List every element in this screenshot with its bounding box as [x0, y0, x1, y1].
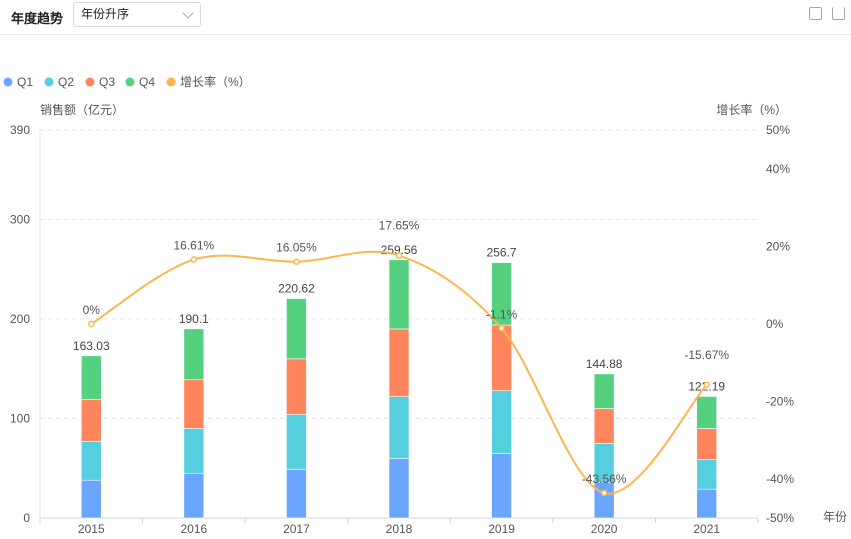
x-tick-label: 2016: [181, 522, 208, 536]
legend-label: Q4: [139, 75, 155, 89]
y2-tick-label: -20%: [766, 395, 794, 409]
bar-q3: [696, 428, 718, 460]
y2-tick-label: 0%: [766, 317, 784, 331]
growth-label: 0%: [83, 303, 101, 317]
x-tick-label: 2018: [386, 522, 413, 536]
bar-q1: [388, 458, 410, 519]
y2-tick-label: 40%: [766, 162, 790, 176]
total-label: 190.1: [179, 312, 209, 326]
legend-label: Q2: [58, 75, 74, 89]
growth-point: [293, 258, 300, 265]
total-label: 220.62: [278, 282, 315, 296]
total-label: 163.03: [73, 339, 110, 353]
bar-q1: [491, 453, 512, 519]
download-icon[interactable]: [832, 7, 845, 20]
growth-point: [498, 325, 505, 332]
y2-tick-label: -40%: [766, 472, 794, 486]
bar-q3: [491, 324, 512, 391]
bar-q4: [80, 355, 102, 400]
bar-q1: [80, 479, 102, 519]
sort-select[interactable]: 年份升序: [73, 2, 201, 27]
bar-q3: [286, 358, 307, 415]
bar-q1: [696, 488, 718, 519]
growth-label: -43.56%: [582, 472, 627, 486]
legend-marker: [44, 77, 54, 87]
growth-label: 16.61%: [174, 239, 215, 253]
total-label: 256.7: [487, 246, 517, 260]
growth-point: [703, 381, 710, 389]
bar-q4: [388, 259, 410, 330]
bar-q3: [593, 408, 615, 444]
x-axis-title: 年份: [823, 510, 847, 524]
y-axis-title: 销售额（亿元）: [40, 102, 124, 117]
legend-marker: [3, 77, 13, 87]
growth-point: [88, 320, 95, 328]
growth-point: [600, 489, 608, 497]
bar-q4: [696, 396, 718, 429]
bar-q1: [183, 472, 205, 519]
growth-label: -1.1%: [486, 307, 518, 321]
bar-q2: [286, 414, 307, 470]
growth-label: 16.05%: [276, 241, 317, 255]
bar-q3: [183, 379, 205, 429]
bar-q2: [183, 428, 205, 474]
growth-label: 17.65%: [379, 219, 420, 233]
bar-q4: [286, 298, 307, 360]
growth-label: -15.67%: [684, 348, 729, 362]
bar-q4: [593, 373, 615, 409]
y-tick-label: 300: [10, 213, 30, 227]
y-tick-label: 390: [10, 123, 30, 137]
bar-q1: [286, 468, 307, 519]
bar-q2: [491, 390, 512, 454]
bar-q4: [183, 328, 205, 381]
y2-tick-label: 20%: [766, 239, 790, 253]
bar-q2: [80, 441, 102, 481]
bar-q3: [80, 399, 102, 442]
legend-label: 增长率（%）: [180, 74, 251, 89]
x-tick-label: 2015: [78, 522, 105, 536]
x-tick-label: 2017: [283, 522, 310, 536]
legend-label: Q3: [99, 75, 115, 89]
bar-q2: [696, 459, 718, 490]
bar-q2: [388, 396, 410, 459]
x-tick-label: 2021: [693, 522, 720, 536]
y2-axis-title: 增长率（%）: [716, 102, 787, 117]
bar-q1: [593, 481, 615, 519]
bar-q4: [491, 262, 512, 326]
y2-tick-label: 50%: [766, 123, 790, 137]
y-tick-label: 100: [10, 412, 30, 426]
total-label: 144.88: [586, 357, 623, 371]
legend-label: Q1: [17, 75, 33, 89]
growth-point: [190, 256, 198, 263]
header: 年度趋势 年份升序: [0, 0, 851, 35]
bar-q3: [388, 328, 410, 397]
legend-marker: [85, 77, 95, 87]
growth-point: [395, 252, 403, 259]
y-tick-label: 0: [23, 511, 30, 525]
fullscreen-icon[interactable]: [809, 7, 822, 20]
legend-marker: [125, 77, 135, 87]
x-tick-label: 2020: [591, 522, 618, 536]
x-tick-label: 2019: [488, 522, 515, 536]
sort-select-value: 年份升序: [81, 7, 130, 21]
y2-tick-label: -50%: [766, 511, 794, 525]
y-tick-label: 200: [10, 312, 30, 326]
panel-title: 年度趋势: [11, 11, 64, 26]
legend-marker: [166, 77, 176, 87]
